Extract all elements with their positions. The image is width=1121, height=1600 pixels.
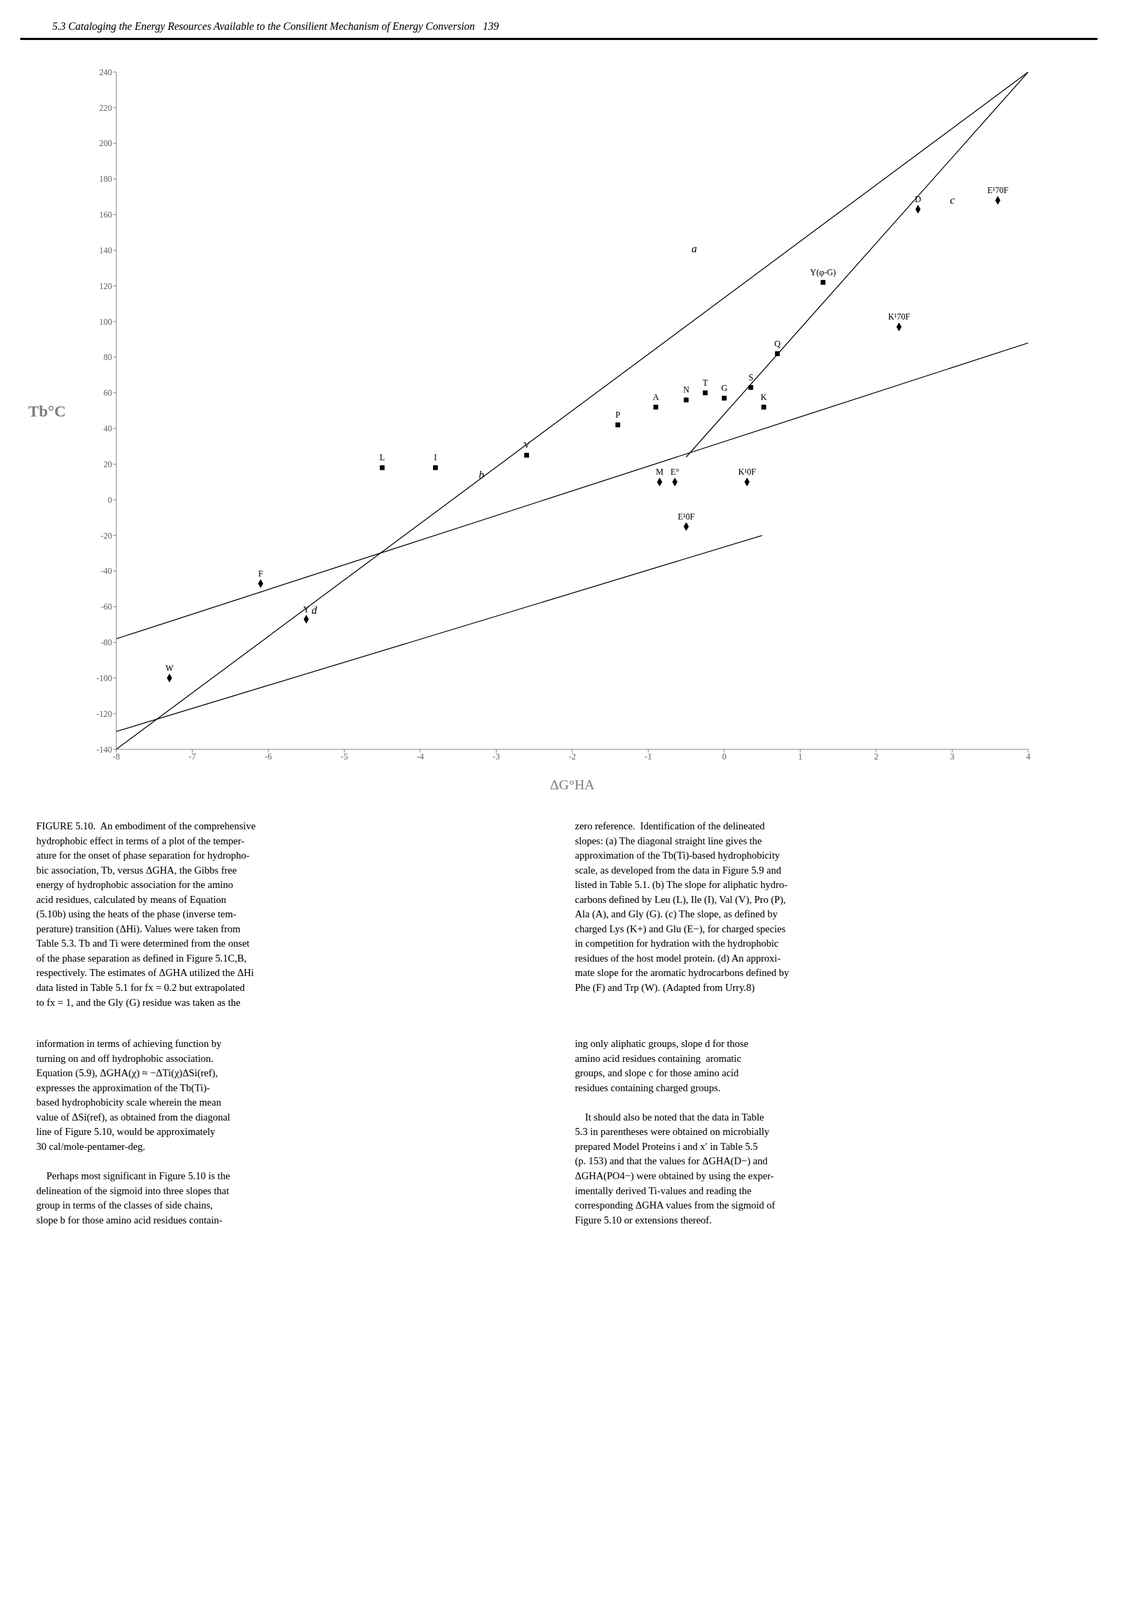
svg-text:4: 4 [1026,751,1031,762]
svg-text:D: D [915,194,922,204]
svg-text:60: 60 [103,388,112,398]
svg-text:Tb°C: Tb°C [28,402,66,420]
html-text:information in terms of achiev: information in terms of achieving functi… [36,1037,231,1226]
html-text:FIGURE 5.10. An embodiment of: FIGURE 5.10. An embodiment of the compre… [36,820,256,1008]
svg-text:K: K [760,392,767,402]
svg-text:40: 40 [103,423,112,434]
svg-text:100: 100 [99,317,112,327]
svg-text:T: T [702,378,708,388]
svg-text:E¹70F: E¹70F [987,185,1009,195]
svg-text:a: a [691,242,698,255]
svg-text:20: 20 [103,459,112,469]
svg-text:2: 2 [874,751,879,762]
svg-text:ΔG°HA: ΔG°HA [549,777,595,793]
svg-text:0: 0 [722,751,727,762]
svg-text:W: W [165,663,174,673]
svg-text:E°: E° [670,467,679,477]
svg-text:-5: -5 [340,751,348,762]
svg-text:220: 220 [99,103,112,113]
svg-text:-7: -7 [188,751,196,762]
svg-text:240: 240 [99,67,112,77]
svg-text:-140: -140 [96,745,112,755]
svg-text:-40: -40 [100,566,112,576]
svg-text:K¹70F: K¹70F [887,311,910,322]
svg-text:160: 160 [99,210,112,220]
svg-text:-60: -60 [100,602,112,612]
svg-text:0: 0 [107,495,112,505]
svg-text:3: 3 [950,751,955,762]
svg-text:F: F [258,569,263,579]
svg-text:S: S [748,372,754,382]
svg-text:A: A [652,392,660,402]
svg-text:-100: -100 [96,673,112,683]
svg-text:c: c [949,194,955,206]
svg-text:-80: -80 [100,637,112,647]
svg-text:Y(φ-G): Y(φ-G) [810,267,836,278]
svg-text:-1: -1 [644,751,652,762]
svg-text:80: 80 [103,352,112,362]
svg-text:P: P [615,410,621,420]
svg-text:Q: Q [774,339,781,349]
html-text:5.3 Cataloging the Energy Reso: 5.3 Cataloging the Energy Resources Avai… [52,20,499,32]
svg-text:1: 1 [798,751,803,762]
svg-text:-4: -4 [416,751,424,762]
svg-text:M: M [655,467,664,477]
svg-text:120: 120 [99,281,112,291]
svg-text:200: 200 [99,138,112,148]
svg-text:b: b [478,468,485,481]
svg-text:N: N [683,385,690,395]
svg-text:Y: Y [302,604,310,614]
svg-text:V: V [523,440,531,450]
svg-text:E¹0F: E¹0F [677,511,695,522]
svg-text:d: d [311,604,318,616]
html-text:ing only aliphatic groups, slo: ing only aliphatic groups, slope d for t… [574,1037,776,1226]
svg-text:140: 140 [99,245,112,255]
svg-text:K¹0F: K¹0F [738,467,756,477]
svg-text:-3: -3 [492,751,500,762]
svg-text:-2: -2 [568,751,576,762]
svg-text:180: 180 [99,174,112,184]
svg-text:L: L [379,452,386,462]
html-text:zero reference. Identification: zero reference. Identification of the de… [574,820,790,994]
svg-text:-8: -8 [112,751,120,762]
svg-text:-6: -6 [264,751,272,762]
svg-text:-120: -120 [96,709,112,719]
svg-text:G: G [721,383,728,393]
svg-text:-20: -20 [100,531,112,541]
svg-text:I: I [434,452,437,462]
